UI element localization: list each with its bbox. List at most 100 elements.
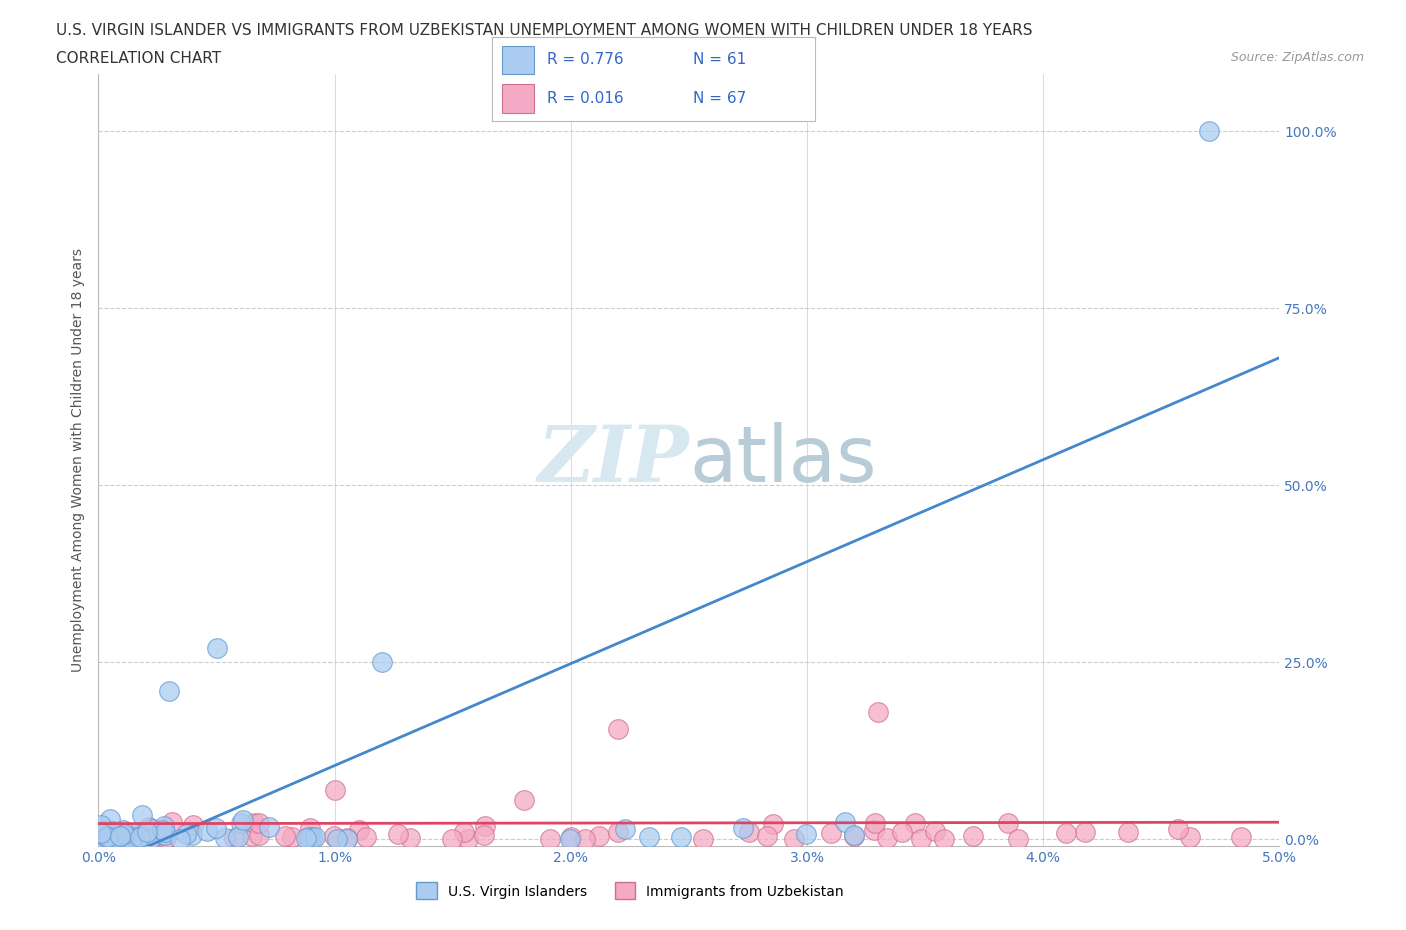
Point xyxy=(152,828,174,843)
Point xyxy=(169,831,191,846)
Point xyxy=(91,823,114,838)
Point xyxy=(222,831,245,846)
Point xyxy=(273,829,295,844)
Text: R = 0.016: R = 0.016 xyxy=(547,91,624,106)
Point xyxy=(91,831,114,846)
Bar xyxy=(502,46,534,74)
Point xyxy=(782,831,804,846)
Point xyxy=(111,830,134,844)
Point xyxy=(820,825,842,840)
Point xyxy=(336,830,359,845)
Point xyxy=(588,829,610,844)
Point xyxy=(214,830,236,845)
Point xyxy=(139,822,162,837)
Point xyxy=(139,831,162,846)
Text: atlas: atlas xyxy=(689,422,876,498)
Point xyxy=(229,816,252,830)
Point xyxy=(1073,825,1095,840)
Point xyxy=(104,831,127,846)
Point xyxy=(862,823,884,838)
Point xyxy=(128,830,150,844)
Point xyxy=(336,831,359,846)
Point xyxy=(299,821,322,836)
Text: ZIP: ZIP xyxy=(537,422,689,498)
Point xyxy=(692,831,714,846)
Point xyxy=(1007,831,1029,846)
Point xyxy=(298,830,321,844)
Point xyxy=(90,831,112,846)
Point xyxy=(962,829,984,844)
Point xyxy=(891,824,914,839)
Point xyxy=(932,831,955,846)
Point xyxy=(174,827,197,842)
Point xyxy=(574,831,596,846)
Legend: U.S. Virgin Islanders, Immigrants from Uzbekistan: U.S. Virgin Islanders, Immigrants from U… xyxy=(411,877,849,905)
Point xyxy=(197,823,219,838)
Point xyxy=(301,830,323,844)
Point xyxy=(281,830,304,844)
Point xyxy=(240,828,263,843)
Point xyxy=(101,830,124,844)
Point xyxy=(128,830,150,844)
Point xyxy=(474,818,496,833)
Point xyxy=(120,831,142,846)
Point xyxy=(107,826,129,841)
Point xyxy=(157,683,180,698)
Point xyxy=(100,831,122,846)
Point xyxy=(98,830,121,845)
Point xyxy=(863,816,886,830)
Point xyxy=(371,655,394,670)
Point xyxy=(512,793,534,808)
Point xyxy=(153,824,176,839)
Point xyxy=(607,722,630,737)
Point xyxy=(669,830,692,844)
Point xyxy=(607,824,630,839)
Point xyxy=(127,829,149,844)
Point xyxy=(453,825,475,840)
Point xyxy=(111,823,134,838)
Text: R = 0.776: R = 0.776 xyxy=(547,52,624,67)
Point xyxy=(152,819,174,834)
Point xyxy=(112,830,135,844)
Point xyxy=(440,831,463,846)
Point xyxy=(226,830,249,844)
Point xyxy=(637,830,659,844)
Point xyxy=(155,830,177,845)
Point xyxy=(90,826,112,841)
Point xyxy=(247,816,270,830)
Point xyxy=(180,828,202,843)
Text: Source: ZipAtlas.com: Source: ZipAtlas.com xyxy=(1230,51,1364,64)
Point xyxy=(924,823,946,838)
Point xyxy=(135,824,157,839)
Point xyxy=(101,829,124,844)
Point xyxy=(112,826,135,841)
Point xyxy=(121,826,143,841)
Bar xyxy=(502,84,534,113)
Point xyxy=(613,822,636,837)
Point xyxy=(323,782,346,797)
Point xyxy=(866,704,889,719)
Point xyxy=(111,830,134,845)
Point xyxy=(138,831,160,846)
Point xyxy=(762,817,785,831)
Point xyxy=(794,827,817,842)
Point xyxy=(1054,826,1077,841)
Point xyxy=(94,830,117,844)
Point xyxy=(108,828,131,843)
Point xyxy=(205,641,228,656)
Point xyxy=(247,827,270,842)
Text: CORRELATION CHART: CORRELATION CHART xyxy=(56,51,221,66)
Point xyxy=(834,815,856,830)
Point xyxy=(98,830,121,844)
Point xyxy=(100,830,122,845)
Point xyxy=(155,828,177,843)
Point xyxy=(349,823,371,838)
Point xyxy=(304,830,326,844)
Point xyxy=(910,831,932,846)
Point xyxy=(844,829,866,844)
Point xyxy=(904,816,927,830)
Point xyxy=(1230,830,1253,844)
Point xyxy=(181,817,204,832)
Point xyxy=(387,826,409,841)
Text: N = 67: N = 67 xyxy=(693,91,745,106)
